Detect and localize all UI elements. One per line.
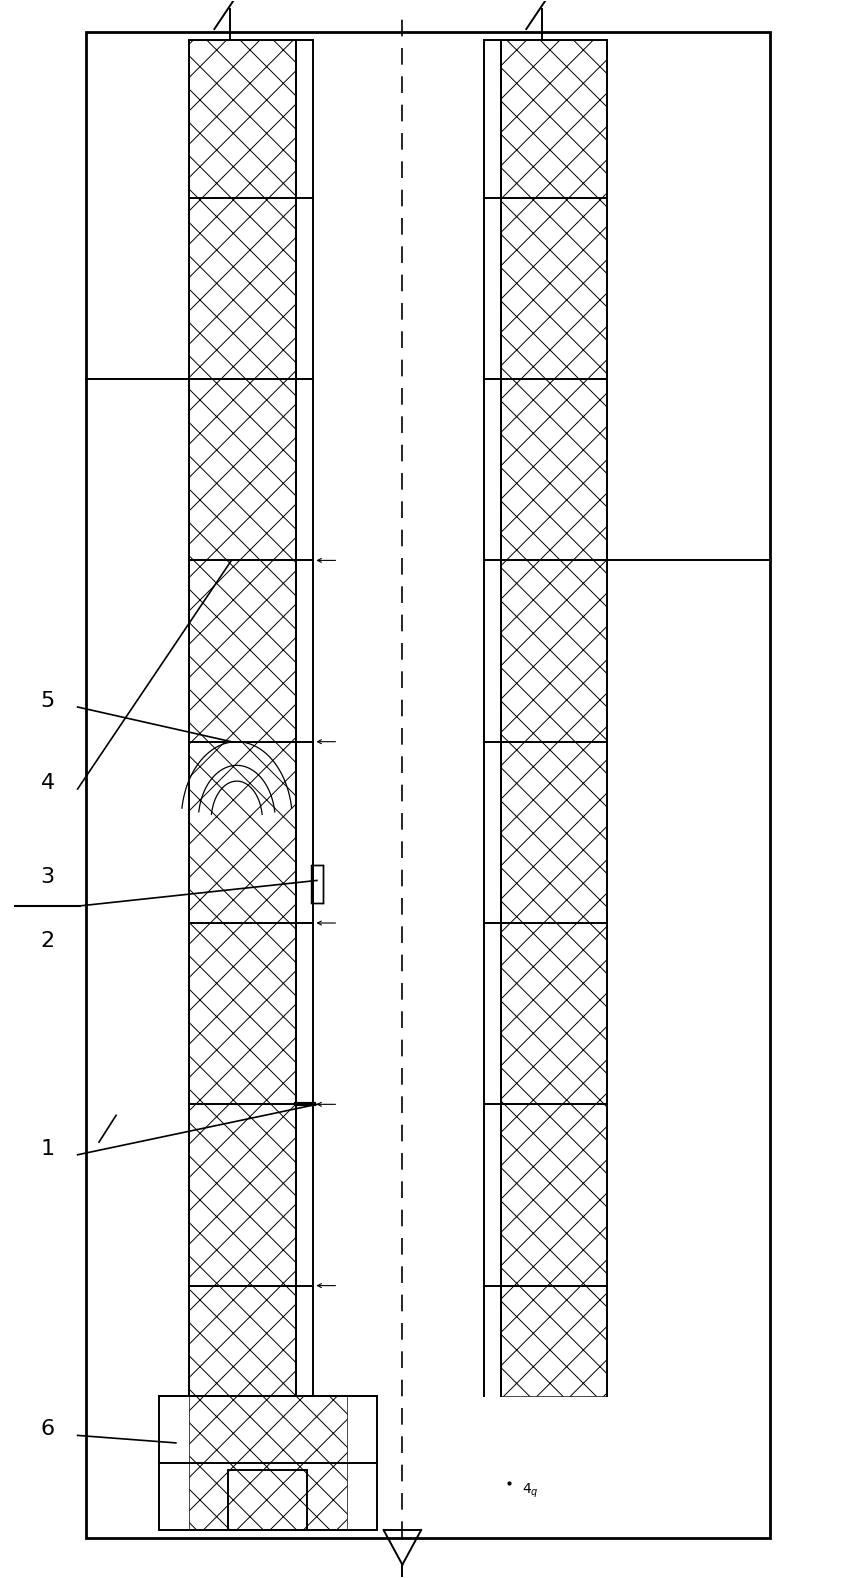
- Text: 6: 6: [40, 1419, 55, 1439]
- Bar: [188, 197, 295, 379]
- Bar: [229, 1469, 307, 1531]
- Bar: [501, 379, 608, 560]
- Text: 5: 5: [40, 691, 55, 712]
- Text: 3: 3: [40, 866, 55, 887]
- Bar: [501, 1286, 608, 1397]
- Bar: [188, 560, 295, 742]
- Bar: [188, 1105, 295, 1286]
- Bar: [501, 742, 608, 923]
- Bar: [159, 1397, 377, 1531]
- Text: 2: 2: [40, 931, 55, 952]
- Bar: [501, 39, 608, 197]
- Text: 4: 4: [40, 773, 55, 794]
- Bar: [188, 379, 295, 560]
- Bar: [501, 197, 608, 379]
- Bar: [188, 39, 295, 197]
- Bar: [311, 865, 323, 903]
- Text: $4_q$: $4_q$: [522, 1482, 538, 1501]
- Bar: [501, 923, 608, 1105]
- Bar: [501, 1105, 608, 1286]
- Bar: [86, 32, 770, 1539]
- Bar: [501, 560, 608, 742]
- Bar: [188, 1286, 295, 1397]
- Bar: [188, 1397, 347, 1531]
- Bar: [188, 742, 295, 923]
- Bar: [188, 923, 295, 1105]
- Text: 1: 1: [40, 1139, 55, 1158]
